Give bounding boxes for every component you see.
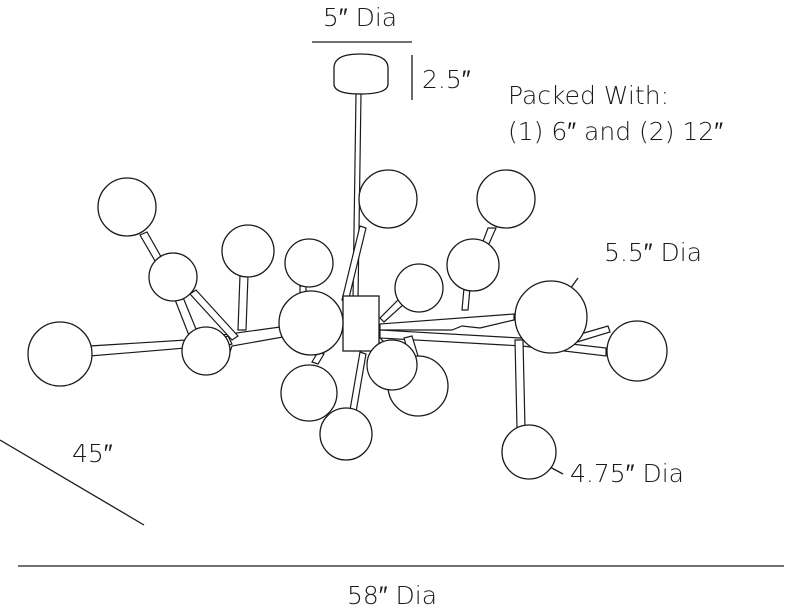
- globe: [278, 290, 344, 356]
- arm: [237, 274, 249, 331]
- height-dimension-line: [0, 439, 145, 526]
- globe: [148, 252, 198, 302]
- arm: [514, 339, 526, 429]
- arm: [89, 339, 187, 357]
- arm: [189, 289, 239, 341]
- large-globe-diameter-label: 5.5″ Dia: [604, 238, 702, 267]
- center-hub: [342, 295, 380, 352]
- canopy-diameter-label: 5″ Dia: [323, 3, 397, 32]
- small-globe-diameter-label: 4.75″ Dia: [570, 459, 684, 488]
- globes: [27, 169, 668, 480]
- globe: [284, 238, 334, 288]
- globe: [319, 407, 373, 461]
- globe: [221, 224, 275, 278]
- globe: [394, 263, 444, 313]
- globe: [97, 177, 157, 237]
- globe: [27, 321, 93, 387]
- arm: [349, 351, 367, 413]
- globe: [280, 364, 338, 422]
- overall-diameter-label: 58″ Dia: [347, 581, 437, 610]
- globe: [501, 424, 557, 480]
- packed-with-title: Packed With:: [508, 81, 669, 110]
- globe: [476, 169, 536, 229]
- packed-with-detail: (1) 6″ and (2) 12″: [508, 117, 723, 146]
- globe: [366, 339, 418, 391]
- canopy: [333, 53, 389, 95]
- globe: [358, 169, 418, 229]
- arm: [379, 313, 515, 331]
- overall-height-label: 45″: [72, 439, 113, 468]
- globe: [606, 320, 668, 382]
- globe: [514, 280, 588, 354]
- globe: [446, 238, 500, 292]
- globe: [181, 326, 231, 376]
- canopy-height-label: 2.5″: [422, 65, 471, 94]
